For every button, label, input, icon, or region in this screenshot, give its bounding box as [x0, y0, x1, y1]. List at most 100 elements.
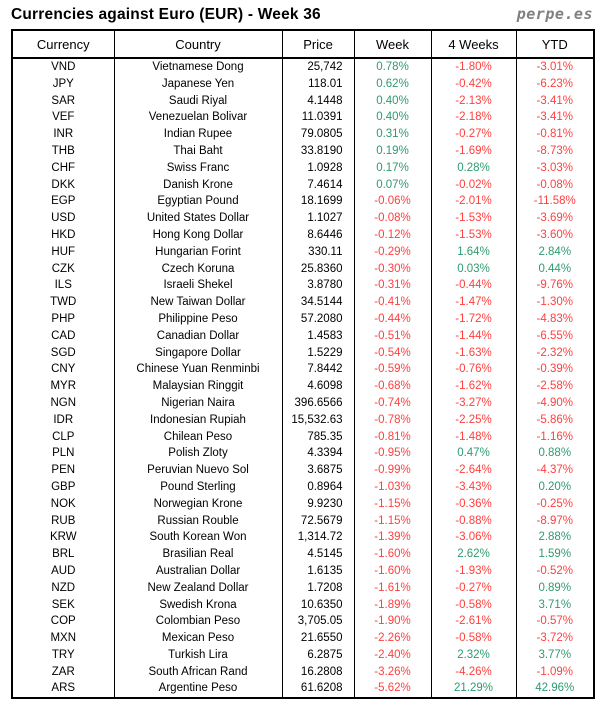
week-change-cell: -2.26%	[353, 630, 432, 647]
perpe-logo: perpe.es	[516, 5, 593, 23]
four-weeks-change-cell: -3.43%	[430, 478, 517, 496]
currency-table-body: VND Vietnamese Dong 25,742 0.78% -1.80% -3.01…	[11, 58, 595, 699]
week-change-cell: -0.74%	[353, 394, 432, 412]
week-change-cell: -0.30%	[353, 260, 432, 278]
ytd-change-cell: 2.88%	[515, 529, 595, 547]
table-row: VND Vietnamese Dong 25,742 0.78% -1.80% -3.01…	[11, 58, 595, 76]
week-change-cell: -0.31%	[353, 277, 432, 295]
country-cell: Polish Zloty	[113, 445, 283, 463]
ytd-change-cell: -3.41%	[515, 92, 595, 110]
country-cell: Nigerian Naira	[113, 394, 283, 412]
week-change-cell: 0.40%	[353, 109, 432, 127]
week-change-cell: -1.89%	[353, 596, 432, 614]
price-cell: 15,532.63	[281, 411, 355, 429]
table-row: NZD New Zealand Dollar 1.7208 -1.61% -0.27% 0…	[11, 579, 595, 597]
ytd-change-cell: -9.76%	[515, 277, 595, 295]
price-cell: 1.7208	[281, 579, 355, 597]
table-row: PEN Peruvian Nuevo Sol 3.6875 -0.99% -2.64% -…	[11, 462, 595, 479]
currency-code-cell: PLN	[11, 445, 115, 463]
four-weeks-change-cell: -0.42%	[430, 75, 517, 93]
currency-code-cell: BRL	[11, 546, 115, 563]
price-cell: 61.6208	[281, 680, 355, 699]
price-cell: 0.8964	[281, 478, 355, 496]
price-cell: 7.8442	[281, 361, 355, 379]
week-change-cell: -0.08%	[353, 210, 432, 227]
week-change-cell: -0.06%	[353, 193, 432, 211]
week-change-cell: -0.44%	[353, 310, 432, 328]
ytd-change-cell: -0.52%	[515, 562, 595, 580]
price-cell: 10.6350	[281, 596, 355, 614]
week-change-cell: -0.59%	[353, 361, 432, 379]
table-row: HKD Hong Kong Dollar 8.6446 -0.12% -1.53% -3.…	[11, 226, 595, 244]
table-row: TRY Turkish Lira 6.2875 -2.40% 2.32% 3.77%	[11, 646, 595, 664]
ytd-change-cell: -6.23%	[515, 75, 595, 93]
ytd-change-cell: -0.57%	[515, 613, 595, 631]
four-weeks-change-cell: -3.06%	[430, 529, 517, 547]
price-cell: 785.35	[281, 428, 355, 446]
table-row: USD United States Dollar 1.1027 -0.08% -1.53…	[11, 210, 595, 227]
country-cell: Russian Rouble	[113, 512, 283, 530]
four-weeks-change-cell: -1.47%	[430, 294, 517, 311]
week-change-cell: 0.78%	[353, 58, 432, 76]
four-weeks-change-cell: -0.36%	[430, 495, 517, 513]
table-row: COP Colombian Peso 3,705.05 -1.90% -2.61% -0.…	[11, 613, 595, 631]
price-cell: 3.8780	[281, 277, 355, 295]
country-cell: Malaysian Ringgit	[113, 378, 283, 395]
ytd-change-cell: 1.59%	[515, 546, 595, 563]
four-weeks-change-cell: -1.53%	[430, 210, 517, 227]
four-weeks-change-cell: -2.61%	[430, 613, 517, 631]
currency-table-header: Currency Country Price Week 4 Weeks YTD	[11, 30, 595, 59]
four-weeks-change-cell: -2.64%	[430, 462, 517, 479]
four-weeks-change-cell: -0.27%	[430, 579, 517, 597]
ytd-change-cell: -3.72%	[515, 630, 595, 647]
four-weeks-change-cell: -3.27%	[430, 394, 517, 412]
currency-code-cell: HKD	[11, 226, 115, 244]
currency-code-cell: PHP	[11, 310, 115, 328]
week-change-cell: -0.12%	[353, 226, 432, 244]
table-row: ARS Argentine Peso 61.6208 -5.62% 21.29% 42.9…	[11, 680, 595, 699]
price-cell: 7.4614	[281, 176, 355, 194]
ytd-change-cell: 0.89%	[515, 579, 595, 597]
country-cell: Japanese Yen	[113, 75, 283, 93]
table-row: HUF Hungarian Forint 330.11 -0.29% 1.64% 2.84…	[11, 243, 595, 261]
column-header-week: Week	[353, 30, 432, 59]
currency-code-cell: NGN	[11, 394, 115, 412]
country-cell: Swedish Krona	[113, 596, 283, 614]
four-weeks-change-cell: -0.88%	[430, 512, 517, 530]
four-weeks-change-cell: -1.48%	[430, 428, 517, 446]
week-change-cell: -0.41%	[353, 294, 432, 311]
country-cell: Indian Rupee	[113, 126, 283, 143]
country-cell: United States Dollar	[113, 210, 283, 227]
four-weeks-change-cell: 0.28%	[430, 159, 517, 177]
price-cell: 330.11	[281, 243, 355, 261]
four-weeks-change-cell: -4.26%	[430, 663, 517, 681]
currencies-report-page: Currencies against Euro (EUR) - Week 36 …	[0, 5, 604, 721]
price-cell: 6.2875	[281, 646, 355, 664]
four-weeks-change-cell: -2.25%	[430, 411, 517, 429]
ytd-change-cell: 0.20%	[515, 478, 595, 496]
ytd-change-cell: -8.97%	[515, 512, 595, 530]
currency-code-cell: MXN	[11, 630, 115, 647]
four-weeks-change-cell: -1.93%	[430, 562, 517, 580]
table-row: BRL Brasilian Real 4.5145 -1.60% 2.62% 1.59%	[11, 546, 595, 563]
four-weeks-change-cell: -1.72%	[430, 310, 517, 328]
currency-code-cell: CLP	[11, 428, 115, 446]
week-change-cell: -2.40%	[353, 646, 432, 664]
price-cell: 396.6566	[281, 394, 355, 412]
ytd-change-cell: -1.16%	[515, 428, 595, 446]
week-change-cell: -0.78%	[353, 411, 432, 429]
table-row: CNY Chinese Yuan Renminbi 7.8442 -0.59% -0.7…	[11, 361, 595, 379]
ytd-change-cell: -0.81%	[515, 126, 595, 143]
header-bar: Currencies against Euro (EUR) - Week 36 …	[11, 5, 593, 26]
currency-code-cell: VEF	[11, 109, 115, 127]
currency-code-cell: CAD	[11, 327, 115, 345]
ytd-change-cell: 42.96%	[515, 680, 595, 699]
country-cell: Canadian Dollar	[113, 327, 283, 345]
four-weeks-change-cell: -1.63%	[430, 344, 517, 362]
currency-code-cell: AUD	[11, 562, 115, 580]
price-cell: 4.6098	[281, 378, 355, 395]
table-row: AUD Australian Dollar 1.6135 -1.60% -1.93% -0…	[11, 562, 595, 580]
price-cell: 4.1448	[281, 92, 355, 110]
four-weeks-change-cell: -1.44%	[430, 327, 517, 345]
four-weeks-change-cell: 1.64%	[430, 243, 517, 261]
